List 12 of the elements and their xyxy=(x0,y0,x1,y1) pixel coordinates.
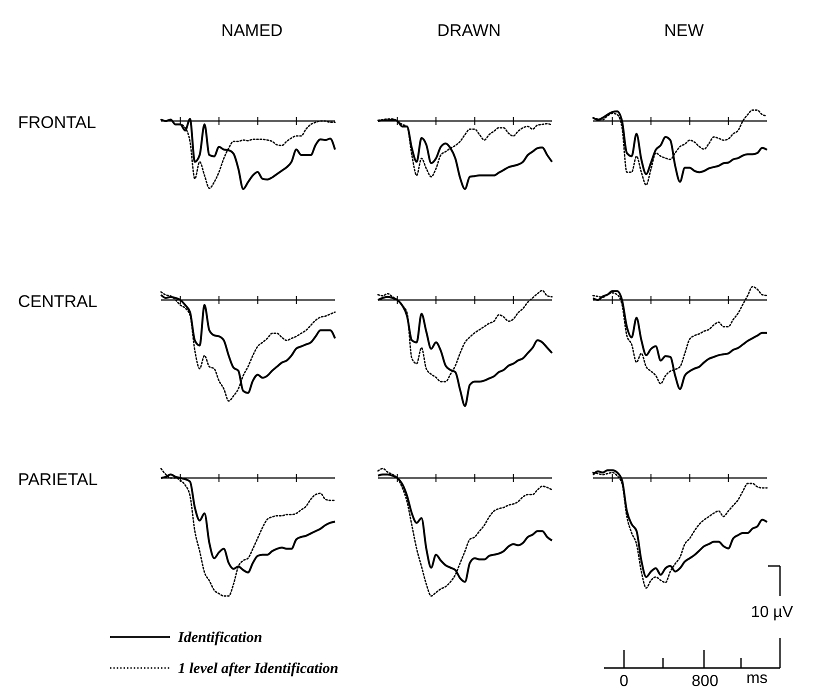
text: 0 xyxy=(620,673,629,690)
text: 10 µV xyxy=(750,604,794,621)
text: 800 xyxy=(692,673,718,690)
chart-title: NEW xyxy=(664,21,704,40)
text: ms xyxy=(746,670,768,687)
chart-title: DRAWN xyxy=(437,21,501,40)
y-axis-title: CENTRAL xyxy=(18,292,98,311)
chart-title: NAMED xyxy=(221,21,283,40)
y-axis-title: FRONTAL xyxy=(18,113,96,132)
legend-label: 1 level after Identification xyxy=(178,661,338,677)
legend-label: Identification xyxy=(177,630,262,646)
y-axis-title: PARIETAL xyxy=(18,470,98,489)
